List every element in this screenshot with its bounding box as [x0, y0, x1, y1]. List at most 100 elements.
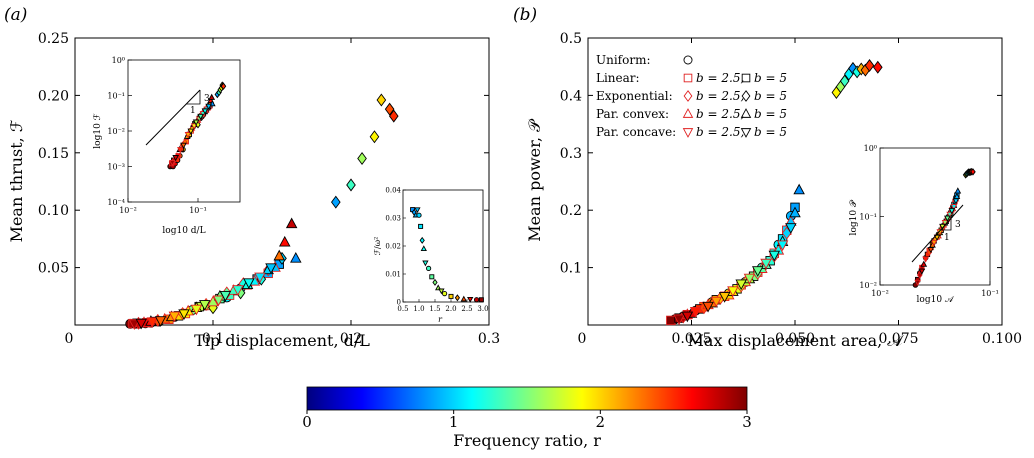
panel-a-scatter-points [125, 93, 399, 330]
legend-row-label: Par. concave: [596, 125, 676, 139]
data-point [710, 296, 723, 308]
y-tick-label: 0.3 [560, 146, 582, 162]
panel-a-axis-ticks [75, 37, 490, 325]
data-point [168, 311, 181, 323]
inset-data-point [187, 128, 195, 135]
legend-marker [740, 108, 752, 118]
legend-item-text: b = 2.5, [696, 107, 744, 121]
collapse-y-tick-label: 0.02 [385, 243, 401, 251]
panel-a-inset-collapse: 0.5 1.0 1.5 2.0 2.5 3.0 0 0.01 0.02 0.03 0.04 r ℱ/… [373, 187, 489, 325]
x-tick-label: 0.1 [202, 331, 224, 347]
data-point [864, 59, 875, 73]
y-tick-label: 0.4 [560, 88, 582, 104]
panel-b-y-axis-label: Mean power, 𝒫 [525, 118, 544, 242]
data-point [666, 315, 676, 326]
x-tick-label: 0.025 [671, 331, 711, 347]
x-tick-label: 0.050 [775, 331, 815, 347]
inset-data-point [920, 260, 928, 267]
inset-loglog-points [167, 81, 227, 170]
data-point [285, 217, 298, 229]
legend-marker [683, 73, 693, 83]
data-point [178, 309, 190, 320]
collapse-data-point [441, 290, 448, 297]
data-point [146, 317, 159, 329]
inset-y-tick-label: 10⁻² [859, 281, 877, 290]
inset-data-point [944, 215, 951, 222]
collapse-data-point [473, 297, 480, 303]
inset-slope-run: 1 [190, 106, 196, 116]
legend-item-text: b = 5 [754, 89, 787, 103]
data-point [154, 316, 167, 327]
data-point [128, 319, 141, 330]
data-point [331, 195, 341, 209]
colorbar: 0 1 2 3 Frequency ratio, r [302, 386, 752, 450]
inset-y-tick-label: 10⁻⁴ [107, 198, 125, 207]
x-tick-label: 0.2 [340, 331, 362, 347]
inset-data-point [946, 211, 954, 219]
legend-item-text: b = 2.5, [696, 125, 744, 139]
inset-b-slope-rise: 3 [955, 220, 961, 230]
colorbar-tick-label: 1 [449, 413, 459, 431]
collapse-data-point [454, 294, 460, 302]
collapse-x-tick-label: 2.0 [445, 305, 456, 313]
y-tick-label: 0.5 [560, 31, 582, 47]
collapse-data-point [448, 293, 454, 299]
data-point [681, 311, 694, 323]
inset-loglog-y-label: log10 ℱ [93, 113, 103, 148]
collapse-x-tick-label: 1.5 [429, 305, 440, 313]
colorbar-gradient [306, 386, 748, 411]
y-tick-label: 0.2 [560, 203, 582, 219]
inset-data-point [954, 187, 962, 194]
inset-collapse-points [410, 207, 484, 303]
inset-data-point [190, 123, 198, 130]
inset-collapse-ticks: 0.5 1.0 1.5 2.0 2.5 3.0 0 0.01 0.02 0.03 0.04 [385, 187, 488, 314]
collapse-y-tick-label: 0.04 [385, 187, 401, 195]
collapse-y-tick-label: 0.03 [385, 215, 401, 223]
inset-data-point [208, 93, 216, 100]
legend-item-text: b = 2.5, [696, 89, 744, 103]
data-point [369, 130, 380, 144]
data-point [872, 60, 883, 74]
inset-data-point [205, 103, 213, 110]
collapse-x-tick-label: 0.5 [397, 305, 408, 313]
inset-data-point [950, 204, 958, 211]
legend-item-text: b = 2.5, [696, 71, 744, 85]
collapse-data-point [425, 265, 432, 272]
data-point [743, 273, 756, 285]
inset-data-point [914, 279, 922, 286]
data-point [376, 93, 387, 107]
data-point [357, 152, 367, 166]
legend-marker [741, 73, 751, 83]
legend-marker [682, 128, 694, 138]
data-point [290, 251, 302, 263]
inset-slope-rise: 3 [204, 94, 210, 104]
data-point [735, 279, 747, 291]
panel-a-tick-labels: 0 0.1 0.2 0.3 0.05 0.10 0.15 0.20 0.25 [38, 31, 500, 347]
data-point [839, 74, 850, 88]
inset-data-point [918, 268, 926, 275]
colorbar-ticks: 0 1 2 3 [302, 410, 752, 431]
inset-b-points [912, 167, 976, 288]
inset-collapse-x-label: r [438, 315, 443, 324]
panel-a-label: (a) [4, 5, 27, 25]
legend-marker [741, 90, 751, 102]
y-tick-label: 0.10 [38, 203, 69, 219]
inset-loglog-ticks: 10⁻² 10⁻¹ 10⁰ 10⁻¹ 10⁻² 10⁻³ 10⁻⁴ [107, 56, 206, 215]
inset-data-point [192, 119, 200, 126]
inset-b-y-label: log10 𝒫 [849, 199, 859, 235]
colorbar-tick-label: 3 [742, 413, 752, 431]
inset-data-point [930, 239, 938, 247]
data-point [673, 314, 685, 326]
inset-collapse-frame [402, 189, 484, 303]
data-point [212, 295, 225, 307]
data-point [265, 263, 277, 275]
data-point [273, 249, 285, 261]
inset-b-ticks: 10⁻² 10⁻¹ 10⁰ 10⁻¹ 10⁻² [859, 144, 998, 298]
panel-a-y-axis-label: Mean thrust, ℱ [7, 119, 26, 242]
data-point [751, 266, 764, 277]
inset-y-tick-label: 10⁻¹ [859, 213, 877, 222]
data-point [793, 183, 805, 195]
legend-marker [683, 90, 693, 102]
inset-b-x-label: log10 𝒜 [917, 295, 955, 305]
